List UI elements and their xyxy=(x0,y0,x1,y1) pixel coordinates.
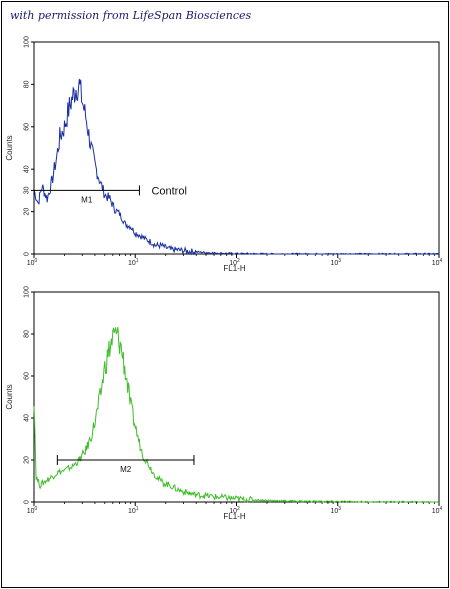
x-tick-label: 100 xyxy=(27,506,38,515)
x-tick-base: 10 xyxy=(27,260,35,267)
plot-frame xyxy=(33,41,440,255)
x-tick-base: 10 xyxy=(229,260,237,267)
y-axis-title: Counts xyxy=(5,135,14,160)
x-tick-label: 104 xyxy=(432,506,443,515)
x-tick-exponent: 4 xyxy=(440,506,443,512)
x-tick-base: 10 xyxy=(432,508,440,515)
x-tick-label: 101 xyxy=(128,258,139,267)
x-tick-exponent: 2 xyxy=(237,258,240,264)
x-tick-label: 103 xyxy=(330,506,341,515)
x-axis-title: FL1-H xyxy=(223,512,245,521)
credit-text: with permission from LifeSpan Bioscience… xyxy=(10,9,252,22)
x-axis-title: FL1-H xyxy=(223,264,245,273)
control-annotation: Control xyxy=(151,185,186,197)
x-tick-base: 10 xyxy=(128,508,136,515)
x-tick-exponent: 0 xyxy=(35,506,38,512)
histogram-trace xyxy=(33,327,440,504)
x-tick-base: 10 xyxy=(432,260,440,267)
x-tick-exponent: 2 xyxy=(237,506,240,512)
x-tick-exponent: 3 xyxy=(338,506,341,512)
y-tick-label: 60 xyxy=(24,123,31,131)
x-tick-label: 104 xyxy=(432,258,443,267)
x-tick-label: 101 xyxy=(128,506,139,515)
x-tick-exponent: 1 xyxy=(136,506,139,512)
x-tick-exponent: 0 xyxy=(35,258,38,264)
x-tick-exponent: 4 xyxy=(440,258,443,264)
y-tick-label: 20 xyxy=(24,208,31,216)
x-tick-label: 102 xyxy=(229,258,240,267)
x-tick-label: 103 xyxy=(330,258,341,267)
y-tick-label: 0 xyxy=(24,500,31,504)
y-tick-label: 40 xyxy=(24,165,31,173)
x-tick-exponent: 1 xyxy=(136,258,139,264)
x-tick-exponent: 3 xyxy=(338,258,341,264)
gate-label: M1 xyxy=(81,195,93,204)
x-tick-label: 100 xyxy=(27,258,38,267)
y-tick-label: 80 xyxy=(24,330,31,338)
y-tick-label: 0 xyxy=(24,252,31,256)
x-tick-base: 10 xyxy=(229,508,237,515)
y-tick-label: 20 xyxy=(24,456,31,464)
y-tick-label: 60 xyxy=(24,372,31,380)
gate-label: M2 xyxy=(120,465,132,474)
y-axis-title: Counts xyxy=(5,384,14,409)
histogram-trace xyxy=(33,78,440,256)
y-tick-label: 100 xyxy=(24,36,31,48)
y-tick-label: 40 xyxy=(24,414,31,422)
x-tick-base: 10 xyxy=(330,260,338,267)
x-tick-label: 102 xyxy=(229,506,240,515)
y-tick-label: 100 xyxy=(24,286,31,298)
y-tick-label: 30 xyxy=(24,186,31,194)
x-tick-base: 10 xyxy=(128,260,136,267)
y-tick-label: 80 xyxy=(24,80,31,88)
plot-frame xyxy=(33,291,440,503)
x-tick-base: 10 xyxy=(27,508,35,515)
x-tick-base: 10 xyxy=(330,508,338,515)
